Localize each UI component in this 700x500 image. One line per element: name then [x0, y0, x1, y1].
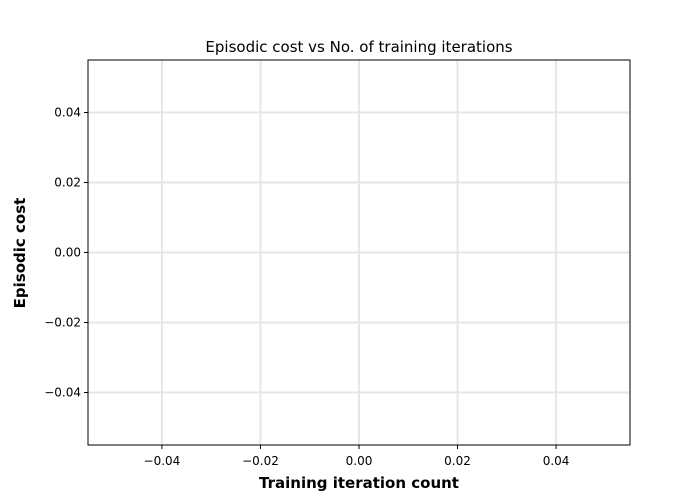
y-tick-label: −0.04 [44, 386, 81, 400]
chart-title: Episodic cost vs No. of training iterati… [205, 38, 512, 56]
grid-layer [88, 60, 630, 445]
x-tick-label: 0.04 [543, 454, 570, 468]
y-tick-label: 0.02 [54, 176, 81, 190]
x-tick-label: 0.00 [346, 454, 373, 468]
y-tick-label: −0.02 [44, 316, 81, 330]
x-tick-label: −0.02 [242, 454, 279, 468]
x-tick-label: −0.04 [144, 454, 181, 468]
y-tick-label: 0.04 [54, 106, 81, 120]
y-axis-label: Episodic cost [11, 198, 29, 309]
x-tick-label: 0.02 [444, 454, 471, 468]
x-axis-label: Training iteration count [259, 474, 459, 492]
tick-layer: −0.04 −0.02 0.00 0.02 0.04 −0.04 −0.02 0.00 0.02… [44, 106, 569, 469]
y-tick-label: 0.00 [54, 246, 81, 260]
